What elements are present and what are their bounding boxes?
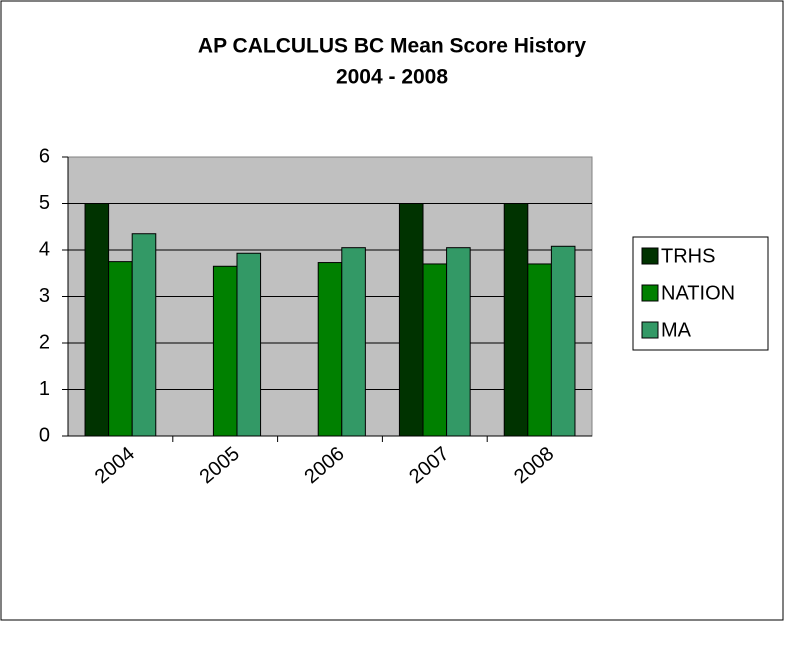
- bar: [317, 262, 343, 437]
- bar: [236, 252, 262, 437]
- legend-swatch: [641, 321, 659, 339]
- bar: [527, 263, 552, 437]
- y-tick-label: 2: [39, 331, 50, 353]
- chart-subtitle: 2004 - 2008: [336, 66, 448, 89]
- bar: [131, 233, 157, 437]
- bar: [446, 247, 471, 437]
- y-tick-label: 3: [39, 285, 50, 307]
- bar: [503, 203, 529, 437]
- bar: [398, 203, 424, 437]
- legend-label: NATION: [661, 282, 735, 304]
- legend-label: MA: [661, 319, 692, 341]
- legend-swatch: [641, 284, 659, 302]
- legend-label: TRHS: [661, 245, 715, 267]
- bar: [212, 265, 238, 437]
- bar: [341, 247, 366, 437]
- y-tick-label: 6: [39, 145, 50, 167]
- y-tick-label: 5: [39, 192, 50, 214]
- y-tick-label: 4: [39, 238, 50, 260]
- bar: [108, 261, 133, 437]
- legend-swatch: [641, 247, 659, 265]
- y-tick-label: 0: [39, 424, 50, 446]
- chart-title: AP CALCULUS BC Mean Score History: [198, 35, 587, 58]
- bar: [550, 245, 576, 437]
- bar: [422, 263, 448, 437]
- bar: [84, 203, 110, 437]
- y-tick-label: 1: [39, 378, 50, 400]
